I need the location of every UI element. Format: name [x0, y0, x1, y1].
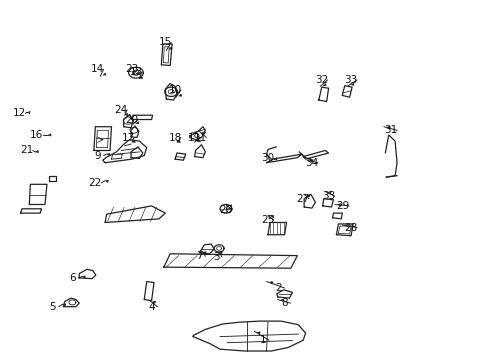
Text: 11: 11	[193, 132, 207, 143]
Text: 15: 15	[158, 37, 172, 48]
Text: 29: 29	[336, 201, 349, 211]
Text: 3: 3	[212, 252, 219, 262]
Text: 1: 1	[259, 335, 266, 345]
Text: 14: 14	[91, 64, 104, 74]
Text: 32: 32	[314, 75, 328, 85]
Text: 18: 18	[168, 132, 182, 143]
Text: 4: 4	[148, 302, 155, 312]
Text: 12: 12	[13, 108, 26, 118]
Text: 31: 31	[384, 125, 397, 135]
Text: 33: 33	[321, 191, 335, 201]
Text: 6: 6	[69, 273, 76, 283]
Text: 26: 26	[219, 204, 232, 215]
Text: 20: 20	[125, 114, 138, 125]
Text: 5: 5	[49, 302, 56, 312]
Text: 27: 27	[296, 194, 309, 204]
Text: 24: 24	[114, 105, 128, 115]
Text: 28: 28	[344, 222, 357, 233]
Text: 22: 22	[88, 178, 102, 188]
Text: 25: 25	[261, 215, 274, 225]
Text: 7: 7	[196, 251, 203, 261]
Text: 19: 19	[187, 132, 201, 143]
Text: 34: 34	[305, 158, 318, 168]
Text: 16: 16	[30, 130, 43, 140]
Text: 30: 30	[261, 153, 274, 163]
Text: 13: 13	[129, 67, 142, 77]
Text: 9: 9	[94, 150, 101, 161]
Text: 2: 2	[275, 283, 282, 293]
Text: 10: 10	[168, 85, 181, 95]
Text: 17: 17	[121, 132, 135, 143]
Text: 33: 33	[344, 75, 357, 85]
Text: 8: 8	[281, 298, 287, 308]
Text: 21: 21	[20, 145, 34, 156]
Text: 23: 23	[125, 64, 139, 74]
